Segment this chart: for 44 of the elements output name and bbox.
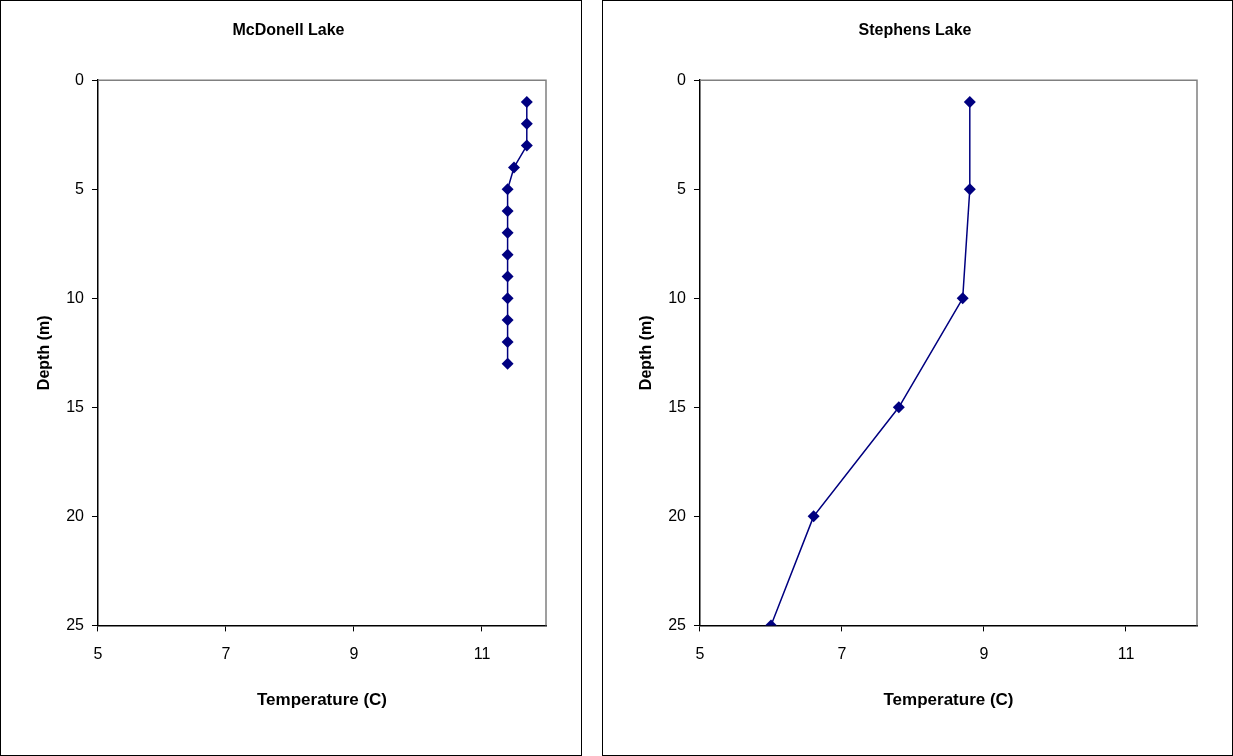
x-tick-label: 11 [1117,645,1135,663]
point [956,292,969,305]
y-tick-label: 25 [668,615,687,633]
point [520,96,533,109]
point [508,161,520,174]
point [501,248,514,261]
y-tick-label: 20 [66,506,85,524]
point [501,314,514,327]
y-tick-label: 0 [75,70,85,88]
y-tick-label: 15 [668,397,687,415]
point [501,226,514,239]
y-tick-label: 15 [66,397,85,415]
x-tick-label: 9 [349,645,359,663]
y-tick-label: 5 [677,179,687,197]
x-tick-label: 5 [695,645,705,663]
x-tick-label: 11 [473,645,491,663]
x-tick-label: 7 [837,645,847,663]
chart-title: McDonell Lake [232,21,345,39]
point [501,292,514,305]
point [501,183,514,196]
point [963,183,976,196]
x-axis-title: Temperature (C) [883,690,1014,710]
y-axis-title: Depth (m) [637,315,655,391]
x-tick-label: 5 [93,645,103,663]
point [520,139,533,152]
y-tick-label: 25 [66,615,85,633]
x-axis-title: Temperature (C) [256,690,388,710]
point [807,510,820,523]
y-axis-title: Depth (m) [35,315,53,391]
y-tick-label: 5 [75,179,85,197]
x-tick-label: 7 [221,645,231,663]
point [501,357,514,370]
point [501,205,514,218]
y-tick-label: 20 [668,506,687,524]
point [963,96,976,109]
y-tick-label: 0 [677,70,687,88]
point [501,335,514,348]
y-tick-label: 10 [66,288,85,306]
point [520,117,533,130]
point [892,401,905,414]
point [501,270,514,283]
y-tick-label: 10 [668,288,687,306]
chart-title: Stephens Lake [858,21,972,39]
x-tick-label: 9 [979,645,989,663]
